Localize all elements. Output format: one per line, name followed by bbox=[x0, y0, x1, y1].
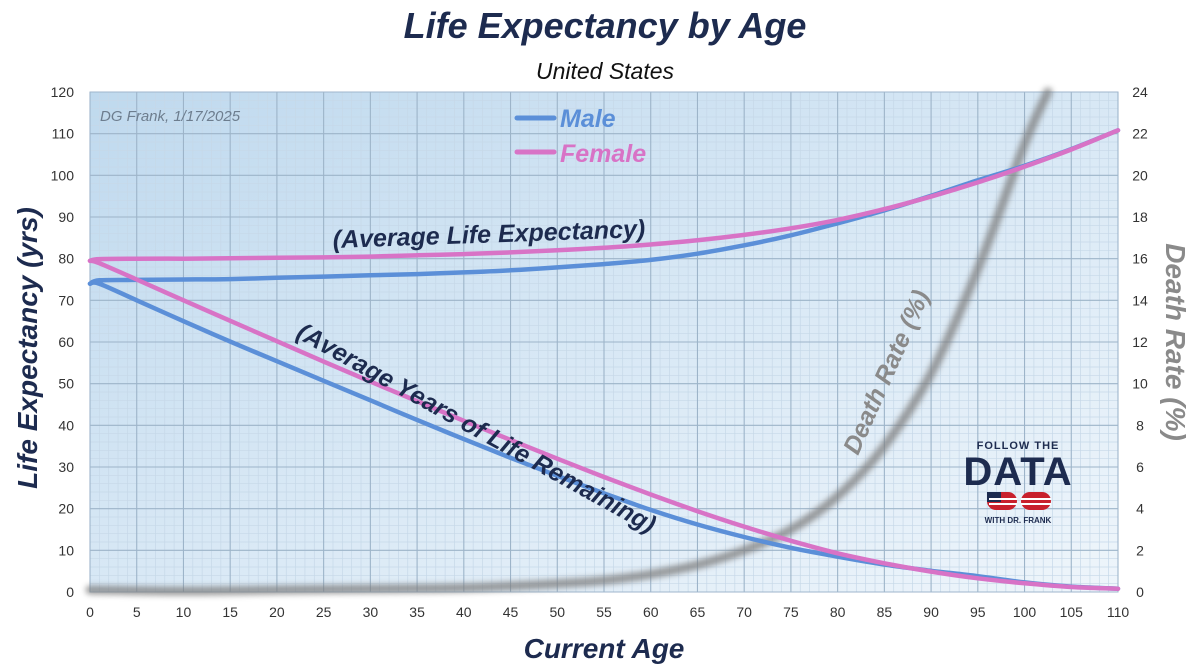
credit-text: DG Frank, 1/17/2025 bbox=[100, 108, 241, 125]
x-tick-label: 0 bbox=[86, 604, 94, 620]
x-tick-label: 35 bbox=[409, 604, 425, 620]
chart-subtitle: United States bbox=[536, 58, 675, 84]
y-tick-label: 80 bbox=[58, 251, 74, 267]
logo-flag-icon bbox=[987, 492, 1051, 510]
y2-tick-label: 8 bbox=[1136, 417, 1144, 433]
x-tick-label: 15 bbox=[222, 604, 238, 620]
x-tick-label: 45 bbox=[503, 604, 519, 620]
y-tick-label: 0 bbox=[66, 584, 74, 600]
y-tick-label: 60 bbox=[58, 334, 74, 350]
legend-female-label: Female bbox=[560, 140, 646, 168]
y-tick-label: 20 bbox=[58, 501, 74, 517]
y2-tick-label: 12 bbox=[1132, 334, 1148, 350]
x-tick-label: 85 bbox=[877, 604, 893, 620]
y-tick-label: 90 bbox=[58, 209, 74, 225]
x-axis-ticks: 0 5 10 15 20 25 30 35 40 45 50 55 60 65 70 75 80 85 90 95 10… bbox=[86, 604, 1129, 620]
y2-tick-label: 22 bbox=[1132, 126, 1148, 142]
x-tick-label: 65 bbox=[690, 604, 706, 620]
x-tick-label: 75 bbox=[783, 604, 799, 620]
y2-tick-label: 2 bbox=[1136, 542, 1144, 558]
y-tick-label: 110 bbox=[52, 126, 75, 142]
series-death-rate bbox=[85, 87, 1053, 596]
y2-tick-label: 10 bbox=[1132, 376, 1148, 392]
y2-tick-label: 4 bbox=[1136, 501, 1144, 517]
y-tick-label: 30 bbox=[58, 459, 74, 475]
x-tick-label: 55 bbox=[596, 604, 612, 620]
y-tick-label: 50 bbox=[58, 376, 74, 392]
logo-line-3: WITH DR. FRANK bbox=[984, 516, 1052, 525]
x-tick-label: 95 bbox=[970, 604, 986, 620]
y-tick-label: 100 bbox=[51, 167, 75, 183]
x-tick-label: 90 bbox=[923, 604, 939, 620]
x-tick-label: 5 bbox=[133, 604, 141, 620]
legend-male-label: Male bbox=[560, 105, 616, 133]
chart-title: Life Expectancy by Age bbox=[404, 5, 807, 46]
x-tick-label: 50 bbox=[549, 604, 565, 620]
y-tick-label: 70 bbox=[58, 292, 74, 308]
logo-line-2: DATA bbox=[963, 450, 1073, 494]
plot-border bbox=[89, 91, 1119, 593]
x-tick-label: 110 bbox=[1107, 604, 1130, 620]
x-axis-label: Current Age bbox=[524, 633, 685, 664]
y2-tick-label: 0 bbox=[1136, 584, 1144, 600]
x-tick-label: 20 bbox=[269, 604, 285, 620]
x-tick-label: 70 bbox=[736, 604, 752, 620]
x-tick-label: 105 bbox=[1060, 604, 1084, 620]
y2-axis-label: Death Rate (%) bbox=[1160, 243, 1191, 441]
series-female-years-remaining bbox=[87, 258, 1121, 591]
y-tick-label: 120 bbox=[51, 84, 75, 100]
legend: Male Female bbox=[514, 105, 646, 168]
x-tick-label: 40 bbox=[456, 604, 472, 620]
x-tick-label: 80 bbox=[830, 604, 846, 620]
x-tick-label: 100 bbox=[1013, 604, 1037, 620]
y-tick-label: 10 bbox=[58, 542, 74, 558]
y2-tick-label: 24 bbox=[1132, 84, 1148, 100]
y-axis-ticks: 0 10 20 30 40 50 60 70 80 90 100 110 120 bbox=[51, 84, 75, 600]
x-tick-label: 10 bbox=[176, 604, 192, 620]
logo-line-1: FOLLOW THE bbox=[976, 440, 1060, 452]
y-axis-label: Life Expectancy (yrs) bbox=[12, 207, 43, 489]
x-tick-label: 30 bbox=[363, 604, 379, 620]
y2-tick-label: 20 bbox=[1132, 167, 1148, 183]
y2-tick-label: 18 bbox=[1132, 209, 1148, 225]
series-female-average-life-expectancy bbox=[87, 128, 1121, 264]
series-lines bbox=[87, 128, 1121, 591]
x-tick-label: 60 bbox=[643, 604, 659, 620]
y2-tick-label: 6 bbox=[1136, 459, 1144, 475]
y2-tick-label: 16 bbox=[1132, 251, 1148, 267]
x-tick-label: 25 bbox=[316, 604, 332, 620]
y-tick-label: 40 bbox=[58, 417, 74, 433]
follow-the-data-logo: FOLLOW THE DATA WITH DR. FRANK bbox=[948, 440, 1088, 538]
y2-tick-label: 14 bbox=[1132, 292, 1148, 308]
